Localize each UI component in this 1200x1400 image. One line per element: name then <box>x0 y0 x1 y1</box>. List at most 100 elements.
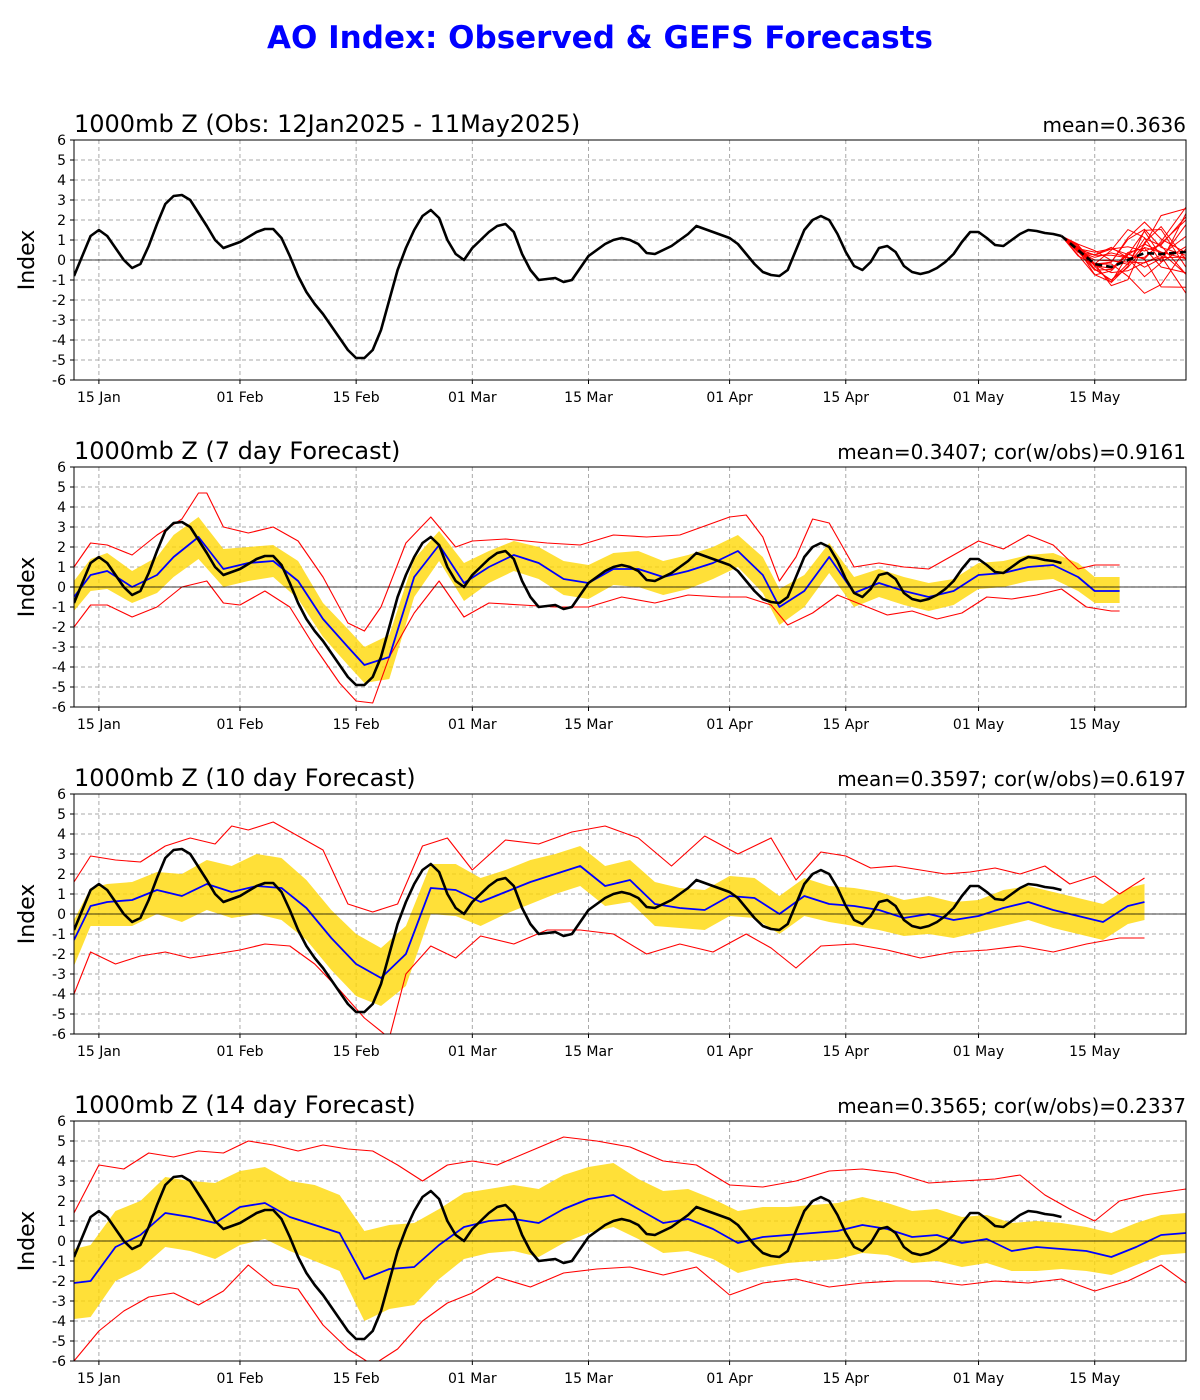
y-tick-label: 6 <box>57 460 66 476</box>
x-tick-label: 15 May <box>1069 1371 1120 1387</box>
x-tick-label: 15 Mar <box>564 390 613 406</box>
main-title: AO Index: Observed & GEFS Forecasts <box>267 20 933 56</box>
panel-stats: mean=0.3636 <box>1043 113 1186 137</box>
x-tick-label: 15 May <box>1069 1044 1120 1060</box>
y-tick-label: -4 <box>52 333 66 349</box>
y-tick-label: -5 <box>52 1007 66 1023</box>
panel-title: 1000mb Z (14 day Forecast) <box>74 1091 416 1119</box>
y-tick-label: 3 <box>57 1174 66 1190</box>
y-tick-label: 0 <box>57 253 66 269</box>
ensemble-spread-band <box>74 846 1145 1006</box>
y-tick-label: 4 <box>57 1154 66 1170</box>
chart-panel-2: -6 -5 -4 -3 -2 -1 0 1 2 3 4 5 6 15 Jan 01 Feb 15 Feb 01 … <box>15 437 1187 733</box>
x-tick-label: 15 Mar <box>564 1044 613 1060</box>
y-tick-label: 3 <box>57 847 66 863</box>
ensemble-spread-band <box>74 1163 1186 1321</box>
y-tick-label: -1 <box>52 1254 66 1270</box>
x-tick-label: 15 Jan <box>77 717 121 733</box>
x-tick-label: 15 Jan <box>77 1371 121 1387</box>
x-tick-label: 15 Jan <box>77 1044 121 1060</box>
panel-stats: mean=0.3565; cor(w/obs)=0.2337 <box>837 1094 1186 1118</box>
ensemble-member-line <box>1061 235 1186 274</box>
y-tick-label: 5 <box>57 1134 66 1150</box>
y-tick-label: 6 <box>57 133 66 149</box>
y-tick-label: 4 <box>57 173 66 189</box>
ensemble-max-line <box>74 1136 1186 1222</box>
panel-stats: mean=0.3407; cor(w/obs)=0.9161 <box>837 440 1186 464</box>
observed-line <box>74 520 1062 687</box>
x-tick-label: 01 Mar <box>448 717 497 733</box>
y-tick-label: 4 <box>57 500 66 516</box>
ensemble-mean-line <box>74 1194 1186 1284</box>
panel-title: 1000mb Z (7 day Forecast) <box>74 437 400 465</box>
panel-content <box>74 1136 1186 1361</box>
y-tick-label: 2 <box>57 213 66 229</box>
y-tick-label: -6 <box>52 1354 66 1370</box>
y-axis-label: Index <box>15 884 40 945</box>
y-tick-label: 4 <box>57 827 66 843</box>
ensemble-member-line <box>1061 235 1186 294</box>
ensemble-min-line <box>74 929 1145 1034</box>
y-tick-label: -5 <box>52 353 66 369</box>
y-tick-label: -2 <box>52 1274 66 1290</box>
y-tick-label: 2 <box>57 540 66 556</box>
x-tick-label: 15 Apr <box>823 1044 870 1060</box>
y-tick-label: 0 <box>57 580 66 596</box>
x-tick-label: 01 Feb <box>216 1371 263 1387</box>
x-tick-label: 01 May <box>953 1044 1004 1060</box>
y-tick-label: 2 <box>57 1194 66 1210</box>
forecast-mean-line <box>1060 235 1186 269</box>
y-tick-label: 1 <box>57 233 66 249</box>
y-tick-label: 1 <box>57 560 66 576</box>
y-tick-label: 0 <box>57 907 66 923</box>
x-tick-label: 01 Apr <box>706 1371 753 1387</box>
y-axis-label: Index <box>15 1211 40 1272</box>
y-tick-label: -2 <box>52 620 66 636</box>
x-tick-label: 01 May <box>953 717 1004 733</box>
y-tick-label: -6 <box>52 700 66 716</box>
y-axis-label: Index <box>15 230 40 291</box>
y-tick-label: -1 <box>52 273 66 289</box>
chart-panel-4: -6 -5 -4 -3 -2 -1 0 1 2 3 4 5 6 15 Jan 01 Feb 15 Feb 01 … <box>15 1091 1187 1387</box>
y-tick-label: -3 <box>52 1294 66 1310</box>
y-tick-label: 5 <box>57 480 66 496</box>
panel-content <box>74 492 1186 704</box>
y-tick-label: 6 <box>57 1114 66 1130</box>
y-tick-label: -5 <box>52 680 66 696</box>
ensemble-min-line <box>74 580 1120 704</box>
x-tick-label: 15 Mar <box>564 1371 613 1387</box>
x-tick-label: 15 May <box>1069 390 1120 406</box>
x-tick-label: 01 Feb <box>216 390 263 406</box>
y-tick-label: 1 <box>57 1214 66 1230</box>
ensemble-spread-band <box>74 517 1120 683</box>
x-tick-label: 15 Feb <box>333 717 380 733</box>
x-tick-label: 01 Feb <box>216 1044 263 1060</box>
x-tick-label: 15 Apr <box>823 1371 870 1387</box>
x-tick-label: 15 May <box>1069 717 1120 733</box>
ensemble-max-line <box>74 821 1145 913</box>
y-tick-label: 3 <box>57 520 66 536</box>
panel-content <box>74 193 1186 360</box>
y-tick-label: 1 <box>57 887 66 903</box>
x-tick-label: 01 Apr <box>706 717 753 733</box>
x-tick-label: 15 Jan <box>77 390 121 406</box>
x-tick-label: 01 May <box>953 390 1004 406</box>
panel-title: 1000mb Z (Obs: 12Jan2025 - 11May2025) <box>74 110 580 138</box>
x-tick-label: 15 Mar <box>564 717 613 733</box>
panel-title: 1000mb Z (10 day Forecast) <box>74 764 416 792</box>
x-tick-label: 15 Feb <box>333 1371 380 1387</box>
y-tick-label: -3 <box>52 967 66 983</box>
observed-line <box>74 193 1062 360</box>
ensemble-max-line <box>74 492 1120 632</box>
y-tick-label: 0 <box>57 1234 66 1250</box>
x-tick-label: 01 Apr <box>706 1044 753 1060</box>
x-tick-label: 15 Apr <box>823 717 870 733</box>
y-tick-label: 6 <box>57 787 66 803</box>
panel-stats: mean=0.3597; cor(w/obs)=0.6197 <box>837 767 1186 791</box>
x-tick-label: 01 Mar <box>448 1371 497 1387</box>
y-tick-label: 3 <box>57 193 66 209</box>
y-tick-label: -1 <box>52 600 66 616</box>
ensemble-member-line <box>1061 216 1186 256</box>
y-tick-label: -3 <box>52 640 66 656</box>
